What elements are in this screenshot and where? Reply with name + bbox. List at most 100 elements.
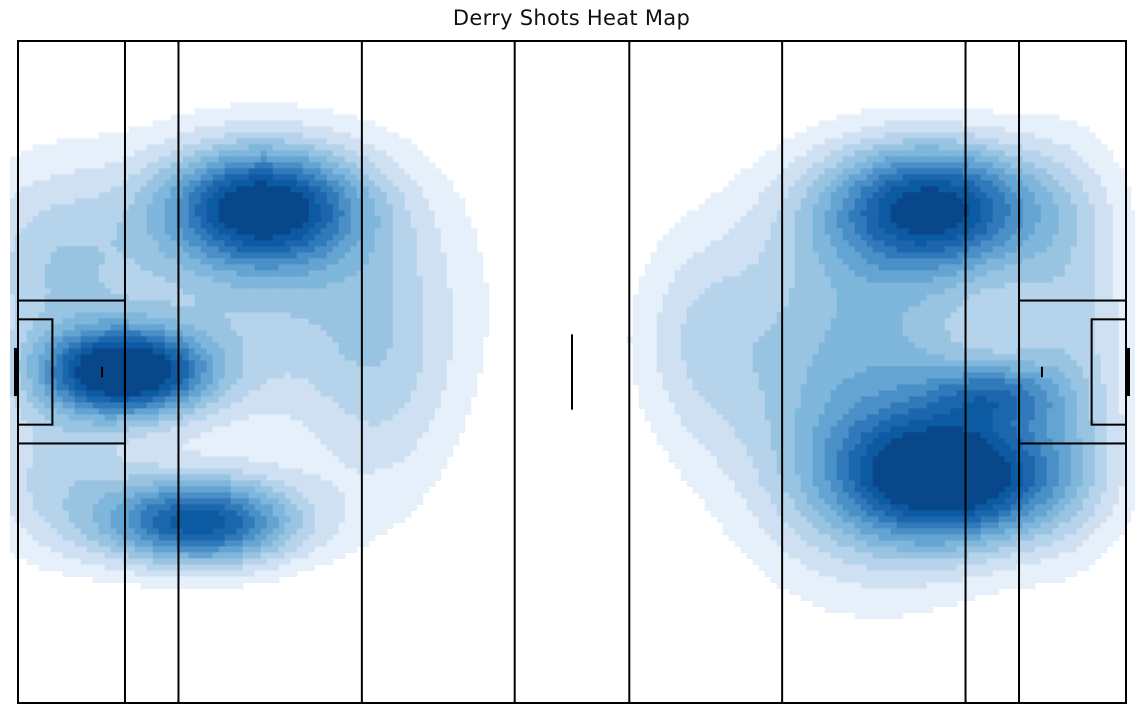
heat-cell-level-5 bbox=[1004, 162, 1012, 169]
heat-cell-level-3 bbox=[746, 264, 754, 271]
heat-cell-level-5 bbox=[374, 216, 382, 223]
heat-cell-level-3 bbox=[116, 270, 124, 277]
heat-cell-level-6 bbox=[968, 162, 976, 169]
heat-cell-level-2 bbox=[32, 210, 40, 217]
heat-cell-level-4 bbox=[98, 282, 106, 289]
heat-cell-level-1 bbox=[134, 138, 142, 145]
heat-cell-level-4 bbox=[386, 216, 394, 223]
heat-cell-level-7 bbox=[974, 246, 982, 253]
heat-cell-level-3 bbox=[32, 234, 40, 241]
heat-cell-level-7 bbox=[896, 162, 904, 169]
heat-cell-level-1 bbox=[938, 108, 946, 115]
heat-cell-level-4 bbox=[44, 300, 52, 307]
heat-cell-level-3 bbox=[10, 258, 16, 265]
heat-cell-level-4 bbox=[776, 312, 784, 319]
heat-cell-level-4 bbox=[74, 264, 82, 271]
heat-cell-level-6 bbox=[848, 252, 856, 259]
heat-cell-level-8 bbox=[872, 246, 880, 253]
heat-cell-level-1 bbox=[302, 108, 310, 115]
heat-cell-level-4 bbox=[368, 264, 376, 271]
heat-cell-level-4 bbox=[884, 144, 892, 151]
heat-cell-level-1 bbox=[374, 144, 382, 151]
heat-cell-level-4 bbox=[212, 318, 220, 325]
heat-cell-level-5 bbox=[902, 150, 910, 157]
heat-cell-level-4 bbox=[50, 294, 58, 301]
heat-cell-level-1 bbox=[908, 114, 916, 121]
heat-cell-level-4 bbox=[956, 288, 964, 295]
heat-cell-level-1 bbox=[404, 156, 412, 163]
heat-cell-level-10 bbox=[968, 222, 976, 229]
heat-cell-level-9 bbox=[224, 234, 232, 241]
heat-cell-level-3 bbox=[50, 222, 58, 229]
heat-cell-level-2 bbox=[254, 126, 262, 133]
heat-cell-level-3 bbox=[1022, 306, 1030, 313]
heat-cell-level-5 bbox=[914, 300, 922, 307]
heat-cell-level-4 bbox=[824, 294, 832, 301]
heat-cell-level-6 bbox=[344, 246, 352, 253]
heat-cell-level-1 bbox=[266, 102, 274, 109]
heat-cell-level-1 bbox=[266, 114, 274, 121]
heat-cell-level-6 bbox=[1028, 222, 1036, 229]
heat-cell-level-5 bbox=[194, 270, 202, 277]
heat-cell-level-2 bbox=[122, 162, 130, 169]
heat-cell-level-2 bbox=[980, 132, 988, 139]
heat-cell-level-4 bbox=[920, 300, 928, 307]
heat-cell-level-3 bbox=[788, 234, 796, 241]
heat-cell-level-3 bbox=[908, 132, 916, 139]
heat-cell-level-4 bbox=[320, 306, 328, 313]
heat-cell-level-3 bbox=[350, 156, 358, 163]
heat-cell-level-5 bbox=[836, 300, 844, 307]
heat-cell-level-4 bbox=[926, 306, 934, 313]
heat-cell-level-1 bbox=[1124, 258, 1132, 265]
heat-cell-level-1 bbox=[788, 150, 796, 157]
heat-cell-level-5 bbox=[290, 276, 298, 283]
heat-cell-level-4 bbox=[974, 144, 982, 151]
heat-cell-level-4 bbox=[854, 156, 862, 163]
heat-cell-level-2 bbox=[50, 198, 58, 205]
heat-cell-level-1 bbox=[998, 114, 1006, 121]
heat-cell-level-4 bbox=[794, 228, 802, 235]
heat-cell-level-4 bbox=[260, 288, 268, 295]
heat-cell-level-2 bbox=[26, 186, 34, 193]
heat-cell-level-7 bbox=[194, 234, 202, 241]
heat-cell-level-2 bbox=[1094, 204, 1102, 211]
heat-cell-level-1 bbox=[1094, 168, 1102, 175]
heat-cell-level-1 bbox=[458, 216, 466, 223]
heat-cell-level-2 bbox=[10, 300, 16, 307]
heat-cell-level-3 bbox=[704, 312, 712, 319]
heat-cell-level-10 bbox=[968, 210, 976, 217]
heat-cell-level-6 bbox=[860, 270, 868, 277]
heat-cell-level-1 bbox=[644, 294, 652, 301]
heat-cell-level-2 bbox=[44, 192, 52, 199]
heat-cell-level-4 bbox=[794, 306, 802, 313]
heat-cell-level-4 bbox=[302, 288, 310, 295]
heat-cell-level-4 bbox=[374, 228, 382, 235]
heat-cell-level-4 bbox=[368, 282, 376, 289]
heat-cell-level-11 bbox=[260, 204, 268, 211]
heat-cell-level-3 bbox=[62, 216, 70, 223]
heat-cell-level-7 bbox=[332, 234, 340, 241]
heat-cell-level-1 bbox=[398, 162, 406, 169]
heat-cell-level-8 bbox=[188, 216, 196, 223]
heat-cell-level-7 bbox=[992, 240, 1000, 247]
heat-cell-level-9 bbox=[224, 180, 232, 187]
heat-cell-level-7 bbox=[314, 174, 322, 181]
heat-cell-level-3 bbox=[284, 132, 292, 139]
heat-cell-level-5 bbox=[296, 282, 304, 289]
heat-cell-level-3 bbox=[740, 270, 748, 277]
heat-cell-level-1 bbox=[446, 210, 454, 217]
heat-cell-level-1 bbox=[20, 156, 28, 163]
heat-cell-level-4 bbox=[128, 228, 136, 235]
heat-cell-level-1 bbox=[404, 144, 412, 151]
heat-cell-level-4 bbox=[836, 168, 844, 175]
heat-cell-level-2 bbox=[140, 156, 148, 163]
heat-cell-level-3 bbox=[32, 246, 40, 253]
heat-cell-level-1 bbox=[836, 132, 844, 139]
heat-cell-level-5 bbox=[854, 276, 862, 283]
heat-cell-level-1 bbox=[746, 198, 754, 205]
heat-cell-level-1 bbox=[668, 228, 676, 235]
heat-cell-level-11 bbox=[266, 210, 274, 217]
heat-cell-level-2 bbox=[3, 240, 10, 247]
heat-cell-level-1 bbox=[176, 114, 184, 121]
heat-cell-level-3 bbox=[68, 240, 76, 247]
